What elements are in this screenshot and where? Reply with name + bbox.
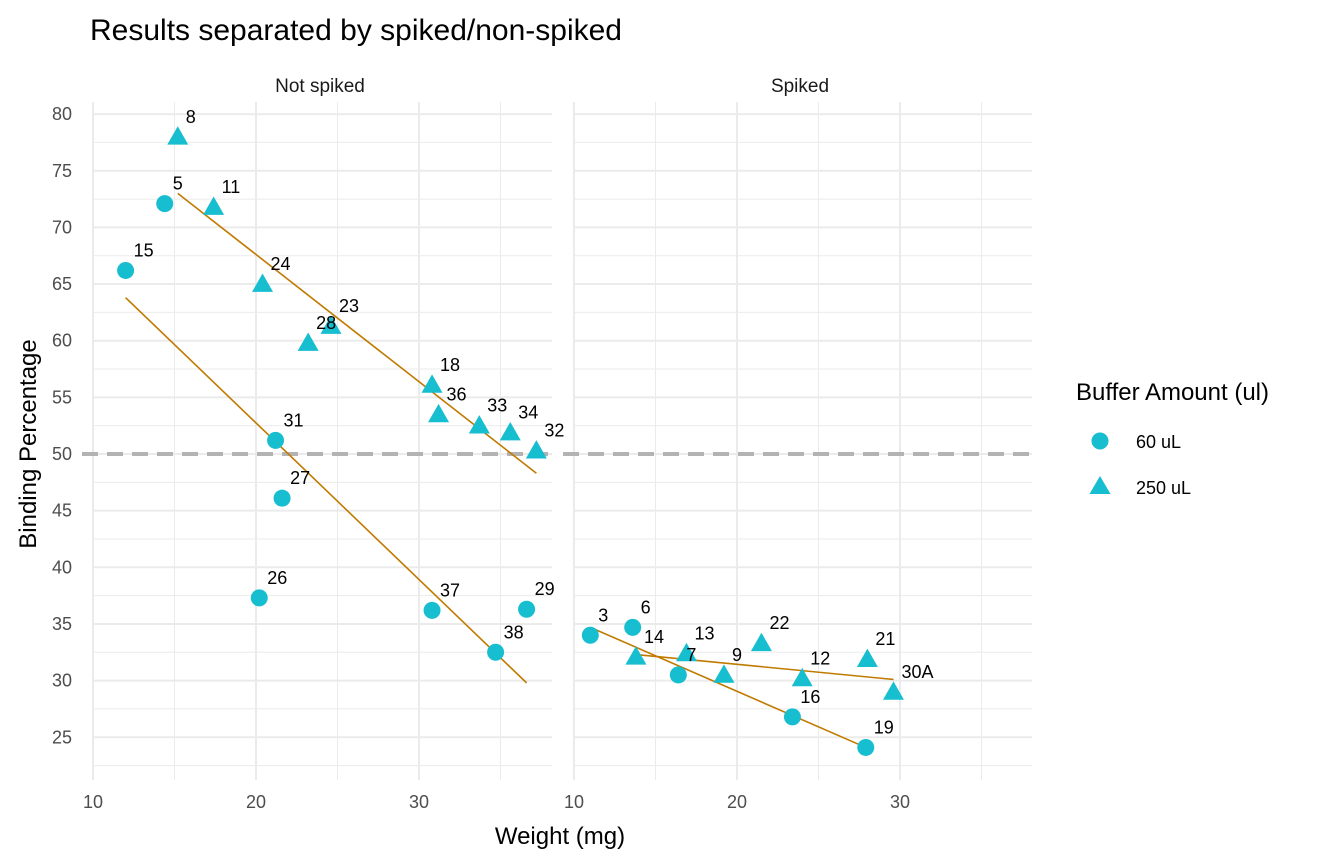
point-label: 9: [732, 645, 742, 665]
point-label: 38: [504, 622, 524, 642]
fit-line: [125, 297, 528, 684]
point-label: 14: [644, 627, 664, 647]
data-point-triangle: [499, 421, 521, 441]
y-tick-label: 40: [52, 557, 72, 577]
y-tick-label: 65: [52, 274, 72, 294]
y-tick-label: 80: [52, 104, 72, 124]
legend: Buffer Amount (ul) 60 uL 250 uL: [1076, 379, 1269, 498]
data-point-circle: [857, 738, 875, 756]
data-point-circle: [250, 589, 268, 607]
point-label: 28: [316, 313, 336, 333]
data-point-triangle: [791, 667, 813, 687]
y-tick-label: 55: [52, 387, 72, 407]
data-point-triangle: [421, 374, 443, 393]
point-label: 21: [875, 629, 895, 649]
y-tick-label: 75: [52, 161, 72, 181]
point-label: 23: [339, 296, 359, 316]
y-tick-label: 50: [52, 444, 72, 464]
panel-strip-spiked: Spiked: [771, 76, 829, 97]
x-axis-ticks: 10 20 30 10 20 30: [83, 792, 910, 812]
data-point-triangle: [320, 315, 342, 334]
y-tick-label: 45: [52, 501, 72, 521]
x-tick-label: 30: [409, 792, 429, 812]
data-point-circle: [267, 431, 285, 449]
data-point-triangle: [675, 642, 697, 662]
data-point-triangle: [625, 646, 647, 665]
data-point-triangle: [882, 681, 904, 700]
point-label: 19: [874, 717, 894, 737]
x-tick-label: 30: [890, 792, 910, 812]
data-point-circle: [487, 643, 505, 661]
data-point-circle: [156, 195, 174, 213]
point-label: 31: [284, 410, 304, 430]
x-axis-title: Weight (mg): [495, 823, 625, 850]
data-point-triangle: [428, 403, 450, 423]
panel-spiked: Spiked 3 6 14 137 9 22 12 16 21 30A 19: [563, 76, 1032, 780]
data-point-circle: [669, 666, 687, 684]
data-point-triangle: [252, 273, 274, 292]
point-label: 3: [598, 605, 608, 625]
data-point-triangle: [856, 648, 878, 667]
legend-key-circle: [1091, 432, 1109, 450]
legend-label-250ul: 250 uL: [1136, 478, 1191, 498]
chart-title: Results separated by spiked/non-spiked: [90, 14, 622, 47]
fit-line: [589, 626, 867, 749]
legend-key-triangle: [1089, 476, 1111, 494]
point-label: 27: [290, 468, 310, 488]
data-point-triangle: [468, 415, 490, 434]
legend-label-60ul: 60 uL: [1136, 432, 1181, 452]
point-label: 13: [694, 623, 714, 643]
x-tick-label: 20: [727, 792, 747, 812]
y-tick-label: 60: [52, 331, 72, 351]
point-label: 37: [440, 580, 460, 600]
y-tick-label: 30: [52, 671, 72, 691]
point-label: 11: [222, 177, 241, 197]
data-point-triangle: [167, 126, 189, 145]
data-point-triangle: [713, 664, 735, 683]
point-label: 34: [518, 402, 538, 422]
point-label: 6: [641, 597, 651, 617]
point-label: 8: [186, 107, 196, 127]
y-tick-label: 25: [52, 727, 72, 747]
point-label: 16: [800, 687, 820, 707]
point-label: 36: [447, 384, 467, 404]
point-label: 33: [487, 396, 507, 416]
x-tick-label: 10: [564, 792, 584, 812]
data-point-circle: [624, 618, 642, 636]
data-point-triangle: [297, 332, 319, 351]
y-tick-label: 35: [52, 614, 72, 634]
y-axis-ticks: 25 30 35 40 45 50 55 60 65 70 75 80: [52, 104, 72, 747]
point-label: 26: [267, 568, 287, 588]
legend-title: Buffer Amount (ul): [1076, 379, 1269, 406]
data-point-circle: [423, 601, 441, 619]
point-label: 7: [686, 645, 696, 665]
point-label: 29: [535, 579, 555, 599]
point-label: 24: [271, 254, 291, 274]
data-point-triangle: [525, 440, 547, 459]
data-point-circle: [783, 708, 801, 726]
data-point-triangle: [203, 196, 225, 215]
point-label: 32: [544, 421, 564, 441]
data-point-circle: [117, 261, 135, 279]
data-point-circle: [581, 626, 599, 644]
y-axis-title: Binding Percentage: [15, 339, 42, 548]
x-tick-label: 10: [83, 792, 103, 812]
point-label: 12: [810, 648, 830, 668]
data-point-circle: [273, 489, 291, 507]
panel-strip-not-spiked: Not spiked: [275, 76, 365, 97]
point-label: 15: [134, 240, 154, 260]
data-point-circle: [518, 600, 536, 618]
y-tick-label: 70: [52, 217, 72, 237]
x-tick-label: 20: [246, 792, 266, 812]
data-point-triangle: [750, 632, 772, 652]
point-label: 30A: [901, 662, 933, 682]
point-label: 18: [440, 355, 460, 375]
point-label: 22: [769, 613, 789, 633]
point-label: 5: [173, 174, 183, 194]
